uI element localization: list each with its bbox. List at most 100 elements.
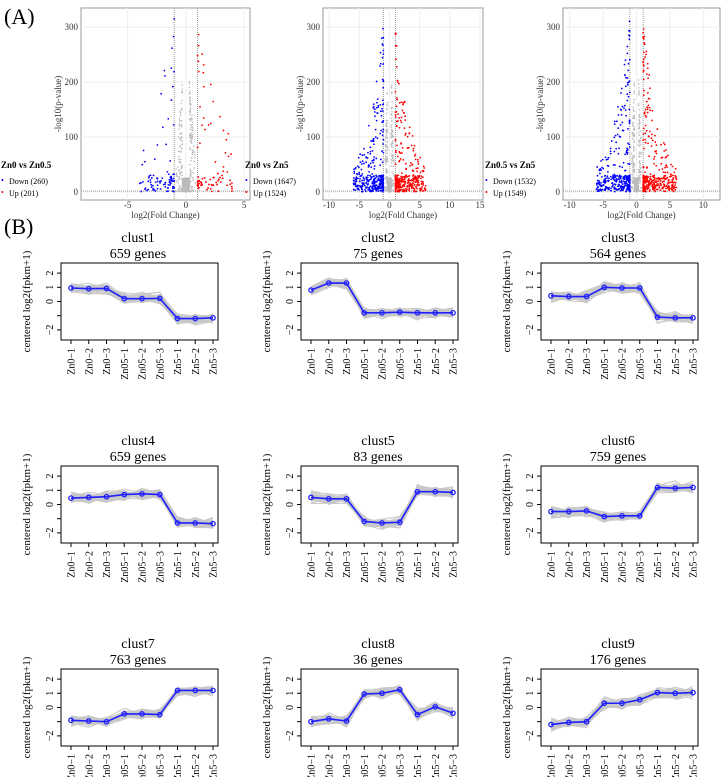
point-up xyxy=(207,123,210,126)
point-ns xyxy=(384,143,387,146)
point-up xyxy=(413,183,416,186)
cluster-gene-count: 564 genes xyxy=(590,247,646,262)
point-up xyxy=(412,147,415,150)
point-ns xyxy=(189,102,191,105)
point-up xyxy=(416,187,418,190)
point-up xyxy=(404,115,407,118)
point-up xyxy=(664,171,667,174)
point-ns xyxy=(177,182,179,184)
y-tick-label: 0 xyxy=(45,502,56,507)
point-down xyxy=(624,174,627,177)
point-down xyxy=(369,152,372,155)
point-up xyxy=(671,165,674,168)
x-tick-label: Zn5−3 xyxy=(689,754,700,777)
mean-point xyxy=(636,513,643,519)
point-down xyxy=(365,156,368,159)
point-down xyxy=(611,185,614,188)
mean-point xyxy=(548,292,554,299)
point-down xyxy=(381,161,384,164)
point-ns xyxy=(180,188,182,191)
point-ns xyxy=(190,187,193,190)
point-ns xyxy=(191,124,194,126)
legend-marker-up: • xyxy=(245,188,248,197)
point-ns xyxy=(386,144,388,146)
point-ns xyxy=(184,179,186,182)
point-up xyxy=(398,82,400,85)
point-up xyxy=(406,147,409,149)
point-up xyxy=(667,186,669,189)
point-down xyxy=(170,176,173,179)
point-ns xyxy=(640,153,643,156)
point-up xyxy=(658,184,660,187)
x-tick-label: Zn0−2 xyxy=(564,348,575,375)
point-up xyxy=(662,183,665,186)
point-down xyxy=(156,187,159,190)
y-tick-label: −2 xyxy=(525,325,536,336)
point-ns xyxy=(192,133,194,136)
point-ns xyxy=(638,126,640,129)
x-tick-label: -5 xyxy=(355,200,363,210)
legend-marker-up: • xyxy=(485,188,488,197)
point-up xyxy=(643,177,646,180)
point-up xyxy=(416,170,419,173)
y-tick-label: 2 xyxy=(285,677,296,682)
point-ns xyxy=(175,180,178,183)
point-up xyxy=(209,122,212,125)
point-ns xyxy=(639,189,642,192)
point-up xyxy=(646,166,648,169)
point-down xyxy=(375,80,378,83)
point-ns xyxy=(182,185,184,187)
point-ns xyxy=(178,158,180,161)
legend-title: Zn0.5 vs Zn5 xyxy=(485,160,536,170)
point-down xyxy=(374,128,377,131)
point-down xyxy=(375,119,378,122)
point-up xyxy=(217,178,220,181)
point-up xyxy=(651,139,654,142)
mean-point xyxy=(121,491,128,498)
point-up xyxy=(209,178,212,181)
point-down xyxy=(366,176,369,179)
point-up xyxy=(673,171,676,174)
mean-point xyxy=(619,285,625,291)
point-down xyxy=(601,188,604,191)
point-up xyxy=(421,169,424,172)
point-ns xyxy=(189,172,192,175)
point-up xyxy=(650,145,653,148)
point-ns xyxy=(635,179,637,182)
point-ns xyxy=(385,169,388,172)
point-down xyxy=(363,162,365,165)
mean-point xyxy=(361,518,368,525)
y-tick-label: 0 xyxy=(285,705,296,710)
point-up xyxy=(424,189,427,192)
point-ns xyxy=(189,104,191,107)
point-up xyxy=(400,101,403,104)
mean-point xyxy=(672,485,679,492)
point-up xyxy=(394,149,397,152)
point-up xyxy=(663,180,666,183)
point-down xyxy=(615,141,618,144)
mean-point xyxy=(583,718,590,725)
point-down xyxy=(142,180,144,183)
point-ns xyxy=(178,177,181,180)
point-down xyxy=(362,183,365,186)
x-tick-label: Zn0−3 xyxy=(582,551,593,578)
point-up xyxy=(660,184,662,187)
point-ns xyxy=(194,156,196,159)
point-down xyxy=(373,165,376,168)
point-up xyxy=(654,150,657,153)
point-ns xyxy=(638,171,641,174)
point-down xyxy=(625,76,627,79)
point-up xyxy=(648,179,651,182)
mean-point xyxy=(139,295,145,302)
point-ns xyxy=(630,152,633,155)
point-up xyxy=(646,67,649,70)
point-down xyxy=(604,185,607,188)
point-up xyxy=(212,184,215,187)
point-down xyxy=(368,189,371,192)
point-up xyxy=(663,175,666,178)
point-up xyxy=(217,172,219,175)
point-ns xyxy=(390,126,393,129)
point-up xyxy=(199,105,201,108)
point-up xyxy=(418,184,421,186)
point-ns xyxy=(391,130,393,132)
